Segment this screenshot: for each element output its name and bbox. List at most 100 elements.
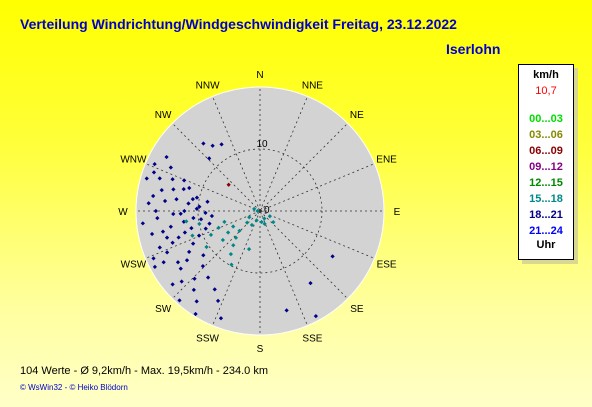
data-point-3	[170, 240, 175, 245]
data-point-96	[244, 220, 250, 225]
data-point-49	[212, 287, 217, 292]
data-point-55	[193, 311, 198, 317]
data-point-67	[157, 245, 162, 250]
data-point-15	[146, 201, 151, 206]
data-point-70	[187, 185, 192, 191]
data-point-64	[194, 195, 200, 200]
direction-label-n: N	[256, 70, 263, 81]
legend-range-2: 06...09	[529, 145, 563, 157]
data-point-88	[184, 219, 189, 224]
data-point-79	[237, 228, 242, 233]
data-point-28	[207, 156, 212, 161]
legend-range-7: 21...24	[529, 225, 563, 237]
data-point-63	[186, 201, 191, 206]
data-point-76	[228, 252, 233, 257]
direction-label-nw: NW	[155, 110, 172, 121]
legend-range-0: 00...03	[529, 113, 563, 125]
data-point-86	[197, 221, 202, 227]
data-point-73	[330, 254, 335, 259]
credit-line: © WsWin32 - © Heiko Blödorn	[20, 383, 128, 392]
data-point-41	[197, 204, 202, 209]
data-point-42	[205, 199, 210, 204]
direction-label-sse: SSE	[302, 334, 322, 345]
data-point-17	[174, 197, 179, 202]
data-point-91	[262, 216, 267, 221]
legend-range-1: 03...06	[529, 129, 563, 141]
direction-label-e: E	[394, 207, 401, 218]
data-point-32	[178, 266, 183, 271]
data-point-84	[216, 225, 221, 230]
data-point-19	[159, 187, 164, 193]
data-point-99	[255, 208, 260, 214]
data-point-4	[176, 235, 181, 240]
data-point-31	[219, 142, 224, 147]
data-point-50	[194, 299, 199, 304]
data-point-25	[152, 161, 157, 167]
data-point-14	[194, 206, 199, 211]
data-point-72	[313, 313, 319, 319]
data-point-102	[226, 182, 231, 187]
data-point-45	[191, 287, 196, 292]
data-point-21	[181, 187, 186, 192]
data-point-34	[187, 249, 192, 255]
data-point-26	[168, 165, 173, 170]
data-point-80	[220, 237, 225, 243]
legend-footer: Uhr	[536, 239, 556, 251]
data-point-69	[151, 193, 156, 199]
spoke-ENE	[259, 163, 375, 212]
data-point-95	[249, 222, 255, 228]
direction-label-s: S	[257, 344, 264, 355]
data-point-37	[203, 226, 208, 231]
data-point-1	[161, 260, 166, 265]
data-point-27	[164, 154, 169, 160]
legend-range-5: 15...18	[529, 193, 563, 205]
data-point-48	[170, 282, 175, 287]
data-point-2	[164, 250, 170, 255]
data-point-24	[181, 178, 187, 183]
direction-label-ene: ENE	[376, 155, 397, 166]
spoke-WNW	[145, 163, 261, 212]
data-point-57	[144, 176, 149, 181]
data-point-52	[215, 298, 221, 304]
direction-label-se: SE	[350, 304, 364, 315]
data-point-7	[149, 231, 155, 237]
chart-title: Verteilung Windrichtung/Windgeschwindigk…	[20, 16, 457, 32]
data-point-81	[226, 230, 231, 235]
data-point-58	[140, 221, 145, 226]
data-point-60	[151, 256, 156, 261]
data-point-38	[207, 221, 212, 226]
data-point-30	[210, 143, 215, 148]
legend-range-6: 18...21	[529, 209, 563, 221]
spoke-SSE	[259, 210, 308, 326]
data-point-22	[157, 176, 162, 181]
data-point-77	[231, 243, 236, 248]
data-point-47	[201, 253, 206, 258]
data-point-59	[160, 229, 166, 234]
data-point-16	[162, 198, 168, 204]
data-point-62	[178, 211, 183, 216]
statistics-line: 104 Werte - Ø 9,2km/h - Max. 19,5km/h - …	[20, 365, 268, 377]
legend-range-4: 12...15	[529, 177, 563, 189]
direction-label-w: W	[118, 207, 128, 218]
spoke-NW	[172, 123, 261, 212]
direction-label-wsw: WSW	[121, 259, 147, 270]
direction-label-sw: SW	[155, 304, 172, 315]
data-point-56	[151, 170, 157, 175]
data-point-61	[152, 264, 158, 270]
data-point-98	[252, 206, 257, 212]
data-point-51	[205, 275, 211, 280]
data-point-78	[233, 235, 239, 240]
legend-box: km/h 10,7 00...03 03...06 06...09 09...12 12…	[518, 64, 574, 260]
data-point-97	[247, 215, 252, 220]
data-point-36	[196, 233, 202, 238]
data-point-83	[208, 232, 214, 238]
spoke-ESE	[259, 210, 375, 259]
data-point-74	[284, 308, 289, 313]
data-point-54	[177, 298, 182, 303]
station-name: Iserlohn	[446, 41, 501, 57]
data-point-75	[229, 262, 234, 267]
direction-label-ne: NE	[350, 110, 364, 121]
data-point-46	[200, 264, 206, 269]
legend-range-3: 09...12	[529, 161, 563, 173]
direction-label-ese: ESE	[377, 259, 397, 270]
